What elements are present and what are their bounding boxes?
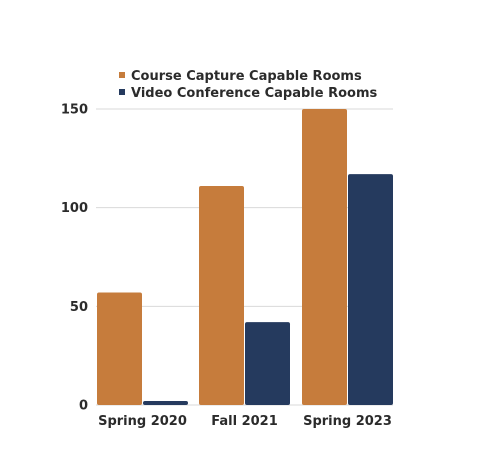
bar-course-capture-2 [302, 109, 347, 405]
x-category-label: Fall 2021 [211, 414, 278, 429]
y-tick-label: 50 [70, 300, 88, 315]
legend-label-video-conference: Video Conference Capable Rooms [131, 86, 378, 101]
x-axis-labels: Spring 2020 Fall 2021 Spring 2023 [98, 414, 392, 429]
legend-label-course-capture: Course Capture Capable Rooms [131, 69, 362, 84]
y-tick-label: 150 [61, 103, 88, 118]
legend-swatch-video-conference [119, 89, 125, 95]
bar-video-conference-0 [143, 401, 188, 405]
bar-course-capture-1 [199, 185, 244, 405]
x-category-label: Spring 2020 [98, 414, 187, 429]
y-axis-ticks: 0 50 100 150 [61, 103, 88, 414]
y-tick-label: 100 [61, 201, 88, 216]
y-tick-label: 0 [79, 399, 88, 414]
bar-course-capture-0 [97, 292, 142, 405]
x-category-label: Spring 2023 [303, 414, 392, 429]
bar-video-conference-2 [348, 174, 393, 405]
bar-video-conference-1 [245, 322, 290, 405]
legend: Course Capture Capable Rooms Video Confe… [119, 69, 378, 101]
legend-swatch-course-capture [119, 72, 125, 78]
bars [97, 109, 393, 405]
